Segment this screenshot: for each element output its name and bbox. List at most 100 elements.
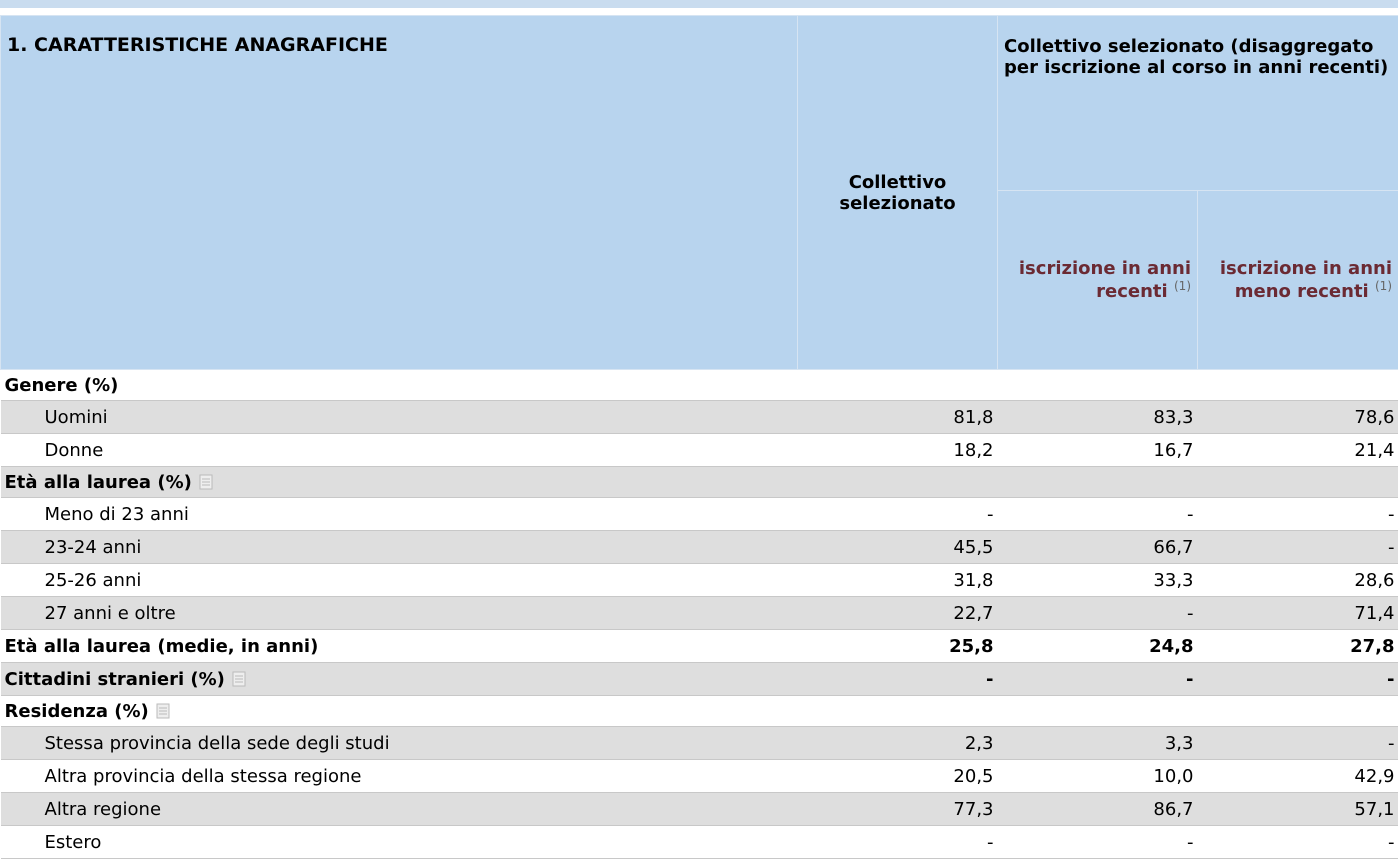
cell-value: 77,3 — [953, 799, 993, 820]
row-label: Donne — [45, 440, 104, 461]
value-cell — [798, 467, 998, 498]
value-cell: 27,8 — [1198, 630, 1398, 663]
row-label-cell: Uomini — [1, 401, 798, 434]
value-cell: 22,7 — [798, 597, 998, 630]
value-cell: 18,2 — [798, 434, 998, 467]
cell-value: 16,7 — [1153, 440, 1193, 461]
row-label: 25-26 anni — [45, 570, 142, 591]
row-label-cell: Genere (%) — [1, 370, 798, 401]
row-label: Età alla laurea (medie, in anni) — [5, 636, 319, 657]
table-row: Estero - - - — [1, 826, 1398, 859]
cell-value: - — [1388, 504, 1395, 525]
note: (1) — [1375, 279, 1392, 293]
cell-value: - — [987, 504, 994, 525]
row-label: Altra provincia della stessa regione — [45, 766, 362, 787]
info-icon — [198, 474, 214, 490]
table-row: Genere (%) — [1, 370, 1398, 401]
value-cell — [798, 696, 998, 727]
cell-value: - — [1187, 832, 1194, 853]
value-cell: 24,8 — [998, 630, 1198, 663]
column-header: Collettivo selezionato — [798, 16, 998, 370]
value-cell: 42,9 — [1198, 760, 1398, 793]
row-label: Residenza (%) — [5, 701, 149, 722]
table-row: Età alla laurea (%) — [1, 467, 1398, 498]
info-icon — [155, 703, 171, 719]
row-label: Uomini — [45, 407, 108, 428]
value-cell: 20,5 — [798, 760, 998, 793]
cell-value: 25,8 — [949, 636, 993, 657]
cell-value: 20,5 — [953, 766, 993, 787]
cell-value: 42,9 — [1354, 766, 1394, 787]
table-row: Meno di 23 anni--- — [1, 498, 1398, 531]
value-cell: 31,8 — [798, 564, 998, 597]
value-cell: 45,5 — [798, 531, 998, 564]
row-label: Età alla laurea (%) — [5, 472, 192, 493]
cell-value: - — [1388, 537, 1395, 558]
row-label: 23-24 anni — [45, 537, 142, 558]
cell-value: - — [1387, 669, 1394, 690]
row-label: Stessa provincia della sede degli studi — [45, 733, 390, 754]
cell-value: - — [987, 832, 994, 853]
value-cell: - — [1198, 531, 1398, 564]
value-cell: - — [998, 597, 1198, 630]
cell-value: 3,3 — [1165, 733, 1194, 754]
value-cell: - — [1198, 826, 1398, 859]
cell-value: - — [1187, 504, 1194, 525]
data-table: 1. CARATTERISTICHE ANAGRAFICHE Collettiv… — [0, 15, 1398, 859]
row-label: 27 anni e oltre — [45, 603, 176, 624]
cell-value: 24,8 — [1149, 636, 1193, 657]
cell-value: 66,7 — [1153, 537, 1193, 558]
cell-value: - — [1187, 603, 1194, 624]
note: (1) — [1174, 279, 1191, 293]
value-cell: 66,7 — [998, 531, 1198, 564]
value-cell: - — [798, 663, 998, 696]
value-cell: - — [998, 826, 1198, 859]
value-cell: 25,8 — [798, 630, 998, 663]
row-label: Altra regione — [45, 799, 162, 820]
row-label-cell: 25-26 anni — [1, 564, 798, 597]
value-cell — [998, 467, 1198, 498]
value-cell — [998, 696, 1198, 727]
value-cell: - — [998, 663, 1198, 696]
table-title: 1. CARATTERISTICHE ANAGRAFICHE — [1, 16, 798, 370]
cell-value: 22,7 — [953, 603, 993, 624]
cell-value: - — [1388, 832, 1395, 853]
value-cell: 33,3 — [998, 564, 1198, 597]
group-header: Collettivo selezionato (disaggregato per… — [998, 16, 1398, 191]
value-cell: 21,4 — [1198, 434, 1398, 467]
value-cell: - — [998, 498, 1198, 531]
table-row: Donne 18,2 16,7 21,4 — [1, 434, 1398, 467]
value-cell: - — [1198, 498, 1398, 531]
cell-value: 86,7 — [1153, 799, 1193, 820]
row-label-cell: Altra provincia della stessa regione — [1, 760, 798, 793]
cell-value: 10,0 — [1153, 766, 1193, 787]
cell-value: 78,6 — [1354, 407, 1394, 428]
value-cell: 28,6 — [1198, 564, 1398, 597]
sub-header-text: iscrizione in anni recenti — [1019, 258, 1191, 302]
cell-value: 18,2 — [953, 440, 993, 461]
cell-value: 45,5 — [953, 537, 993, 558]
cell-value: 83,3 — [1153, 407, 1193, 428]
sub-header: iscrizione in anni meno recenti (1) — [1198, 191, 1398, 370]
cell-value: - — [1186, 669, 1193, 690]
row-label-cell: Cittadini stranieri (%) — [1, 663, 798, 696]
row-label: Genere (%) — [5, 375, 119, 396]
value-cell — [798, 370, 998, 401]
cell-value: - — [1388, 733, 1395, 754]
value-cell: 10,0 — [998, 760, 1198, 793]
cell-value: 33,3 — [1153, 570, 1193, 591]
row-label-cell: 27 anni e oltre — [1, 597, 798, 630]
table-row: Età alla laurea (medie, in anni) 25,8 24,8… — [1, 630, 1398, 663]
sub-header: iscrizione in anni recenti (1) — [998, 191, 1198, 370]
row-label: Estero — [45, 832, 102, 853]
cell-value: 2,3 — [965, 733, 994, 754]
value-cell: 57,1 — [1198, 793, 1398, 826]
row-label-cell: Estero — [1, 826, 798, 859]
row-label-cell: Età alla laurea (medie, in anni) — [1, 630, 798, 663]
cell-value: 21,4 — [1354, 440, 1394, 461]
